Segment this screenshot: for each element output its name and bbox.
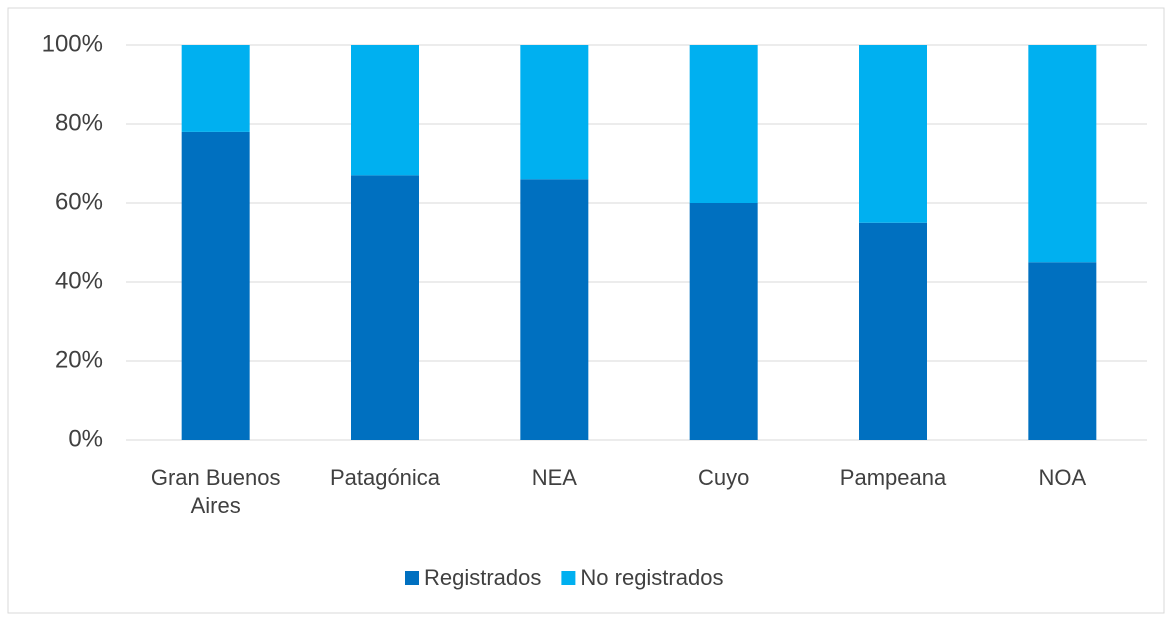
x-tick-label: Patagónica — [329, 465, 441, 490]
bar-segment — [1028, 262, 1097, 440]
x-tick-label: NEA — [531, 465, 577, 490]
y-tick-label: 20% — [55, 346, 103, 373]
y-tick-label: 0% — [68, 425, 103, 452]
legend-label: Registrados — [424, 565, 541, 590]
x-tick-label: Cuyo — [697, 465, 750, 490]
y-tick-label: 80% — [55, 109, 103, 136]
bar-segment — [859, 222, 927, 440]
legend-swatch — [405, 571, 419, 585]
bar-segment — [351, 175, 419, 440]
bar-segment — [351, 45, 419, 176]
legend-label: No registrados — [580, 565, 723, 590]
bar-segment — [689, 203, 758, 440]
y-tick-label: 60% — [55, 188, 103, 215]
y-tick-label: 100% — [42, 30, 103, 57]
bar-segment — [520, 179, 589, 441]
legend-swatch — [561, 571, 576, 585]
x-tick-label: NOA — [1038, 465, 1087, 490]
y-tick-label: 40% — [55, 267, 103, 294]
bar-segment — [1028, 45, 1097, 263]
bar-segment — [181, 131, 250, 440]
bar-segment — [689, 45, 758, 203]
x-tick-label: Gran Buenos Aires — [150, 465, 281, 518]
x-tick-label: Pampeana — [839, 465, 947, 490]
bar-segment — [181, 45, 250, 132]
bar-segment — [859, 45, 927, 223]
bar-segment — [520, 45, 589, 180]
